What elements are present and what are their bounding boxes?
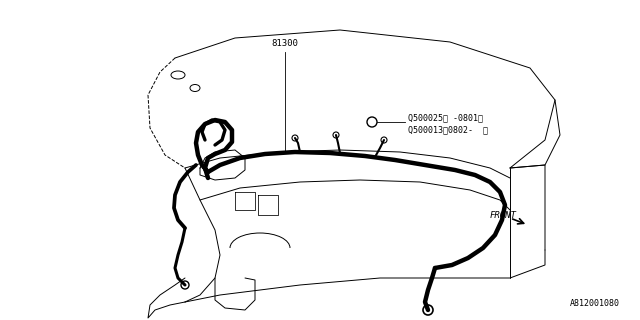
Text: Q500025（ -0801）: Q500025（ -0801） [408,114,483,123]
Text: Q500013（0802-  ）: Q500013（0802- ） [408,125,488,134]
Text: FRONT: FRONT [490,211,517,220]
Text: 81300: 81300 [271,39,298,48]
Text: A812001080: A812001080 [570,299,620,308]
